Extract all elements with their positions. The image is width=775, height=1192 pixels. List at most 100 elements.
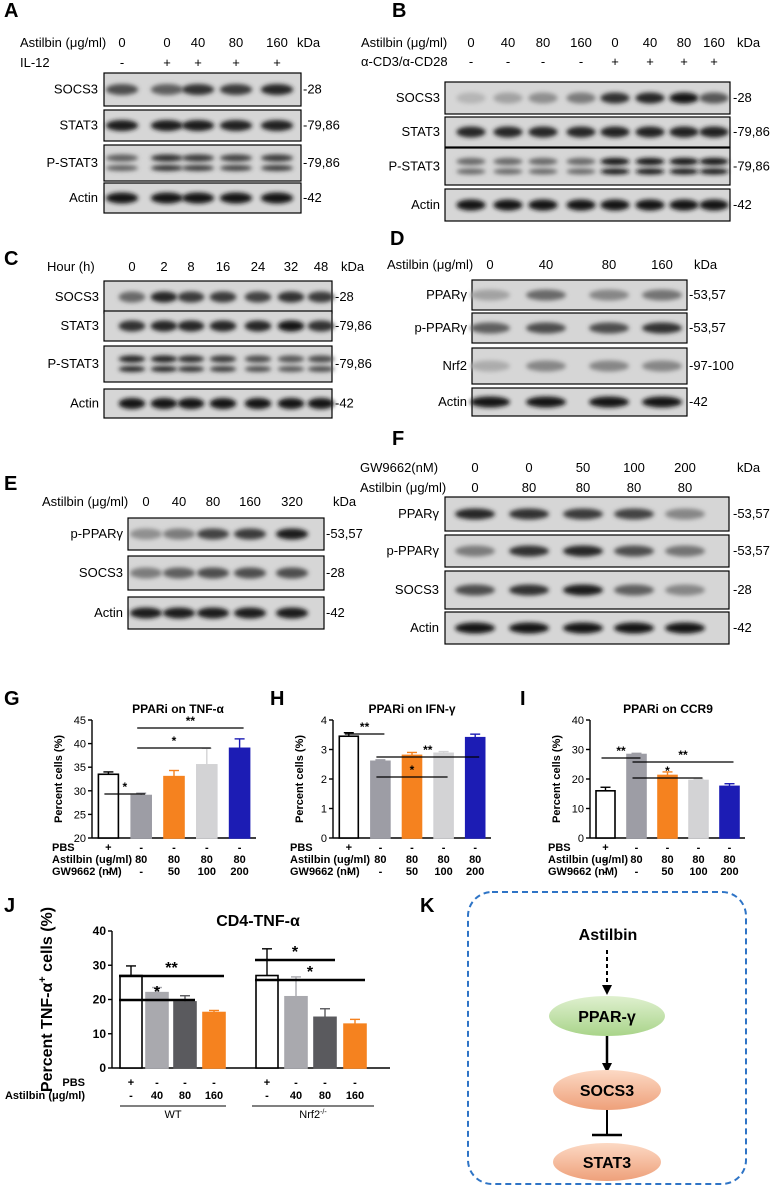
blot-band — [699, 199, 729, 211]
blot-header-label: α-CD3/α-CD28 — [361, 54, 448, 69]
condition-label: PBS — [52, 842, 75, 854]
condition-value: - — [238, 842, 242, 854]
condition-value: 80 — [168, 854, 180, 866]
blot-band — [455, 545, 495, 557]
condition-value: - — [347, 854, 351, 866]
blot-header-value: 80 — [602, 257, 616, 272]
blot-band — [455, 508, 495, 520]
condition-value: - — [379, 866, 383, 878]
y-tick-label: 3 — [321, 745, 327, 757]
blot-band — [614, 622, 654, 634]
blot-band — [669, 157, 699, 166]
blot-band — [528, 157, 558, 166]
blot-kda-label: -79,86 — [733, 124, 770, 139]
blot-header-value: 0 — [471, 480, 478, 495]
blot-band — [244, 355, 272, 363]
y-label-sup: + — [37, 976, 49, 982]
panel-label-F: F — [392, 428, 404, 450]
blot-band — [105, 165, 139, 171]
condition-value: - — [183, 1077, 187, 1089]
blot-header-value: - — [541, 54, 545, 69]
condition-value: 80 — [374, 854, 386, 866]
blot-band — [563, 545, 603, 557]
blot-band — [669, 168, 699, 175]
blot-header-value: 80 — [678, 480, 692, 495]
bar — [228, 747, 251, 839]
blot-band — [275, 567, 309, 579]
blot-band — [642, 360, 682, 372]
bar — [255, 974, 279, 1069]
condition-value: - — [107, 866, 111, 878]
blot-band — [150, 192, 184, 204]
blot-band — [260, 165, 294, 171]
blot-band — [219, 165, 253, 171]
blot-band — [244, 398, 272, 409]
blot-strip — [103, 345, 333, 383]
blot-band — [219, 154, 253, 162]
blot-header-value: 0 — [118, 35, 125, 50]
blot-band — [105, 84, 139, 95]
blot-kda-label: -28 — [733, 582, 752, 597]
bar — [163, 775, 185, 839]
blot-band — [177, 320, 205, 332]
y-tick-label: 30 — [74, 786, 86, 798]
blot-header-value: - — [579, 54, 583, 69]
blot-band — [209, 291, 237, 303]
blot-band — [526, 289, 566, 301]
blot-header-label: IL-12 — [20, 55, 50, 70]
blot-row-label: Actin — [411, 197, 440, 212]
blot-header-value: 50 — [576, 460, 590, 475]
blot-row-label: SOCS3 — [395, 582, 439, 597]
panel-label-H: H — [270, 688, 284, 710]
blot-band — [209, 355, 237, 363]
blot-kda-label: -28 — [335, 289, 354, 304]
blot-band — [129, 567, 163, 579]
blot-header-value: 32 — [284, 259, 298, 274]
blot-band — [563, 622, 603, 634]
significance-label: ** — [616, 744, 626, 758]
blot-band — [260, 120, 294, 131]
condition-value: 80 — [469, 854, 481, 866]
blot-band — [470, 396, 510, 408]
blot-header-value: 40 — [539, 257, 553, 272]
blot-band — [699, 126, 729, 138]
condition-label: Astilbin (ug/ml) — [548, 854, 628, 866]
blot-kda-label: -97-100 — [689, 358, 734, 373]
blot-band — [129, 607, 163, 619]
blot-band — [493, 126, 523, 138]
blot-band — [470, 360, 510, 372]
blot-header-value: + — [611, 54, 619, 69]
pathway-node-ppar-ellipse — [549, 996, 665, 1036]
blot-panel-f: GW9662(nM) 0 0 50 100 200 Astilbin (μg/ml) 0 80 8… — [360, 460, 770, 645]
kda-header: kDa — [341, 259, 365, 274]
blot-band — [528, 126, 558, 138]
bar — [433, 752, 454, 839]
blot-band — [209, 366, 237, 372]
blot-band — [260, 154, 294, 162]
blot-band — [526, 360, 566, 372]
blot-band — [181, 192, 215, 204]
condition-value: - — [265, 1090, 269, 1102]
blot-header-value: 0 — [611, 35, 618, 50]
blot-header-value: 80 — [536, 35, 550, 50]
y-label-part: Percent TNF-α — [39, 983, 56, 1093]
blot-header-label: Astilbin (μg/ml) — [42, 494, 128, 509]
blot-kda-label: -53,57 — [689, 320, 726, 335]
kda-header: kDa — [694, 257, 718, 272]
y-tick-label: 10 — [93, 1027, 107, 1041]
blot-band — [275, 607, 309, 619]
blot-row-label: P-STAT3 — [388, 159, 440, 174]
blot-header-value: 200 — [674, 460, 696, 475]
group-name: Nrf2 — [299, 1109, 320, 1121]
blot-band — [614, 545, 654, 557]
chart-g: PPARi on TNF-α 20 25 30 35 40 45 Percent cells … — [52, 702, 256, 878]
condition-value: 80 — [406, 854, 418, 866]
blot-band — [589, 289, 629, 301]
bar — [657, 774, 678, 839]
blot-row-label: Actin — [69, 190, 98, 205]
condition-value: 160 — [346, 1090, 364, 1102]
bar — [370, 760, 391, 839]
y-tick-label: 30 — [93, 958, 107, 972]
bar — [173, 1001, 197, 1069]
